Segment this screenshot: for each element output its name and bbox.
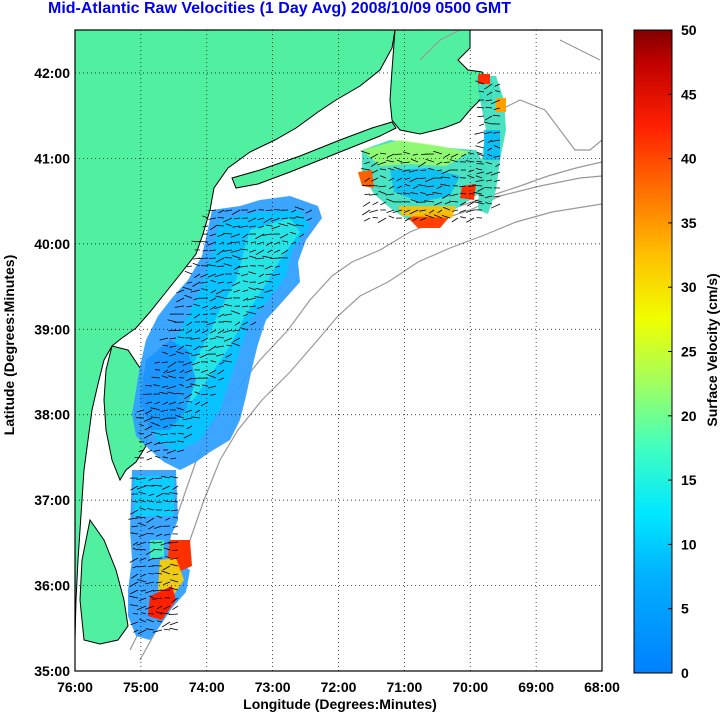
x-tick-label: 69:00: [518, 679, 554, 695]
colorbar-tick-label: 30: [681, 279, 697, 295]
grid-lines: [75, 30, 602, 671]
colorbar-tick-label: 35: [681, 215, 697, 231]
y-tick-label: 36:00: [34, 578, 70, 594]
colorbar-tick-label: 15: [681, 472, 697, 488]
land-mass: [75, 30, 396, 641]
colorbar: [633, 29, 673, 674]
outer-banks: [79, 518, 129, 645]
x-axis-ticks: 76:00 75:00 74:00 73:00 72:00 71:00 70:00 69:00…: [57, 679, 620, 695]
long-island: [231, 121, 397, 189]
velocity-arrows: [128, 80, 501, 635]
x-tick-label: 68:00: [584, 679, 620, 695]
x-tick-label: 73:00: [255, 679, 291, 695]
y-axis-label: Latitude (Degrees:Minutes): [1, 255, 17, 435]
y-tick-label: 38:00: [34, 407, 70, 423]
y-tick-label: 35:00: [34, 663, 70, 679]
map-title: Mid-Atlantic Raw Velocities (1 Day Avg) …: [48, 0, 511, 17]
velocity-field: [128, 74, 506, 640]
y-axis-ticks: 42:00 41:00 40:00 39:00 38:00 37:00 36:00 35:00: [34, 65, 70, 679]
colorbar-tick-label: 20: [681, 408, 697, 424]
x-tick-label: 75:00: [123, 679, 159, 695]
colorbar-tick-label: 0: [681, 665, 689, 681]
map-frame: [74, 29, 603, 672]
y-tick-label: 37:00: [34, 492, 70, 508]
colorbar-tick-label: 40: [681, 151, 697, 167]
colorbar-tick-label: 45: [681, 86, 697, 102]
x-tick-label: 71:00: [386, 679, 422, 695]
x-tick-label: 72:00: [321, 679, 357, 695]
x-tick-label: 76:00: [57, 679, 93, 695]
colorbar-tick-label: 5: [681, 601, 689, 617]
y-tick-label: 40:00: [34, 236, 70, 252]
y-tick-label: 41:00: [34, 150, 70, 166]
colorbar-tick-label: 25: [681, 344, 697, 360]
y-tick-label: 39:00: [34, 321, 70, 337]
x-tick-label: 70:00: [452, 679, 488, 695]
colorbar-label: Surface Velocity (cm/s): [704, 273, 720, 426]
x-tick-label: 74:00: [189, 679, 225, 695]
colorbar-tick-label: 10: [681, 536, 697, 552]
y-tick-label: 42:00: [34, 65, 70, 81]
x-axis-label: Longitude (Degrees:Minutes): [243, 696, 437, 712]
colorbar-tick-label: 50: [681, 22, 697, 38]
